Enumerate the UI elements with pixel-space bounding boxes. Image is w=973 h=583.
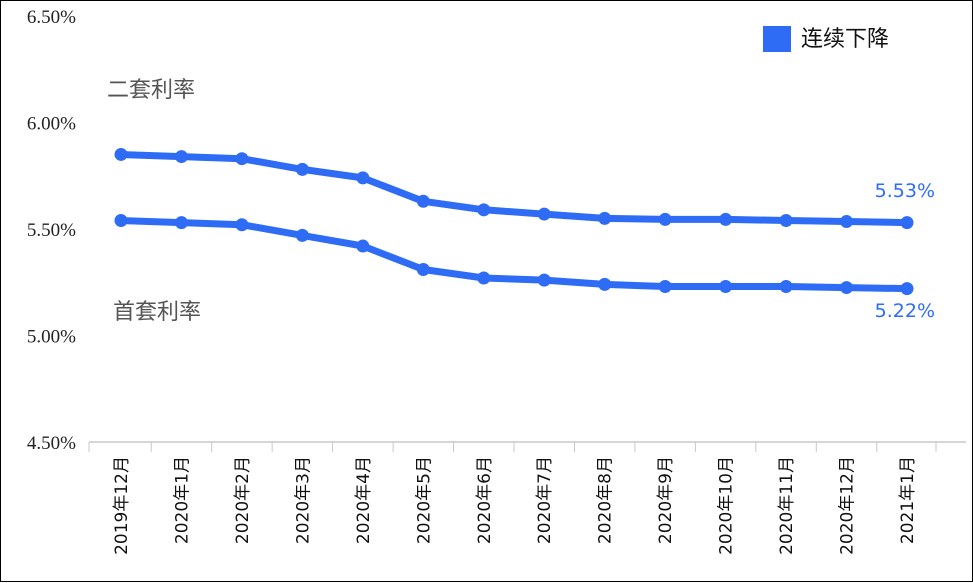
x-tick-label: 2020年9月: [656, 456, 676, 544]
data-point: [295, 228, 309, 242]
x-tick-label: 2020年5月: [414, 456, 434, 544]
series-line-0: [117, 151, 911, 227]
data-point: [598, 211, 612, 225]
x-tick-label: 2020年4月: [354, 456, 374, 544]
x-tick-label: 2021年1月: [898, 456, 918, 544]
y-tick-label: 4.50%: [27, 433, 76, 454]
data-point: [235, 152, 249, 166]
y-tick-label: 6.00%: [27, 114, 76, 135]
x-tick-label: 2020年12月: [838, 456, 858, 555]
data-point: [537, 207, 551, 221]
data-label-end-second: 5.53%: [875, 180, 935, 202]
series-line-1: [117, 217, 911, 293]
x-tick-label: 2020年6月: [475, 456, 495, 544]
data-point: [356, 171, 370, 185]
data-point: [537, 273, 551, 287]
series-label-second-home: 二套利率: [107, 78, 195, 103]
x-tick-label: 2020年10月: [717, 456, 737, 555]
legend-label: 连续下降: [801, 27, 889, 52]
data-point: [416, 262, 430, 276]
data-point: [840, 215, 854, 229]
data-point: [900, 216, 914, 230]
x-tick-label: 2020年2月: [233, 456, 253, 544]
x-tick-label: 2020年1月: [172, 456, 192, 544]
x-tick-label: 2020年7月: [535, 456, 555, 544]
y-tick-label: 6.50%: [27, 7, 76, 28]
y-tick-label: 5.00%: [27, 327, 76, 348]
data-point: [719, 212, 733, 226]
data-point: [114, 147, 128, 161]
data-point: [658, 212, 672, 226]
y-tick-label: 5.50%: [27, 220, 76, 241]
data-label-end-first: 5.22%: [875, 300, 935, 322]
x-tick-label: 2019年12月: [112, 456, 132, 555]
data-point: [779, 213, 793, 227]
series-label-first-home: 首套利率: [113, 300, 201, 325]
x-tick-label: 2020年3月: [293, 456, 313, 544]
x-tick-label: 2020年11月: [777, 456, 797, 555]
data-point: [356, 239, 370, 253]
data-point: [477, 271, 491, 285]
data-point: [598, 277, 612, 291]
data-point: [114, 213, 128, 227]
legend-swatch: [763, 26, 791, 52]
data-point: [235, 218, 249, 232]
data-point: [295, 162, 309, 176]
x-tick-label: 2020年8月: [596, 456, 616, 544]
data-point: [174, 150, 188, 164]
data-point: [477, 203, 491, 217]
data-point: [840, 281, 854, 295]
data-point: [900, 282, 914, 296]
data-point: [779, 280, 793, 294]
data-point: [658, 280, 672, 294]
data-point: [719, 280, 733, 294]
data-point: [174, 216, 188, 230]
data-point: [416, 194, 430, 208]
